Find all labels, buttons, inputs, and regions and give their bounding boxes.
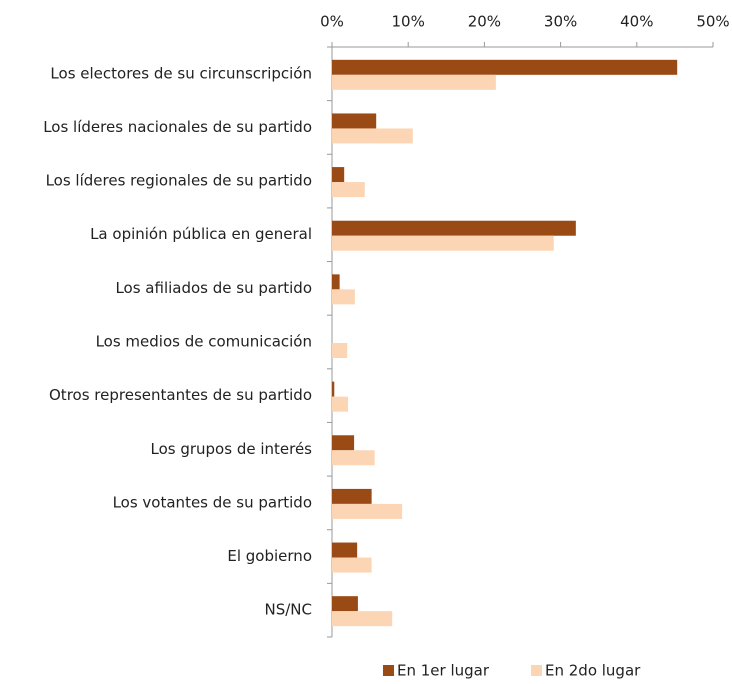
x-tick-label: 40% xyxy=(620,13,653,31)
bar xyxy=(332,74,496,90)
legend-swatch xyxy=(531,665,542,676)
x-tick-label: 10% xyxy=(392,13,425,31)
y-tick-label: NS/NC xyxy=(265,601,313,619)
bar xyxy=(332,596,358,612)
y-tick-label: El gobierno xyxy=(227,547,312,565)
bar xyxy=(332,128,413,144)
bar xyxy=(332,289,355,305)
bar xyxy=(332,274,340,290)
y-tick-label: La opinión pública en general xyxy=(90,225,312,243)
bar xyxy=(332,167,345,183)
legend-label: En 2do lugar xyxy=(545,662,641,680)
bar xyxy=(332,113,377,129)
legend-swatch xyxy=(383,665,394,676)
y-tick-label: Los grupos de interés xyxy=(150,440,312,458)
bar xyxy=(332,182,365,198)
bar xyxy=(332,503,403,519)
x-tick-label: 0% xyxy=(320,13,344,31)
y-tick-label: Los líderes nacionales de su partido xyxy=(43,118,312,136)
bar xyxy=(332,396,349,412)
y-tick-label: Los líderes regionales de su partido xyxy=(46,172,312,190)
bar xyxy=(332,488,372,504)
bar xyxy=(332,611,393,627)
bar xyxy=(332,220,576,236)
y-tick-label: Los medios de comunicación xyxy=(96,333,312,351)
y-tick-label: Otros representantes de su partido xyxy=(49,386,312,404)
x-tick-label: 20% xyxy=(468,13,501,31)
y-tick-label: Los afiliados de su partido xyxy=(115,279,312,297)
y-tick-label: Los votantes de su partido xyxy=(113,493,312,511)
bar xyxy=(332,343,348,358)
bar xyxy=(332,59,678,75)
bar xyxy=(332,450,375,466)
bar xyxy=(332,435,355,451)
x-tick-label: 50% xyxy=(696,13,729,31)
x-tick-label: 30% xyxy=(544,13,577,31)
bar xyxy=(332,557,372,573)
bar xyxy=(332,542,358,558)
y-tick-label: Los electores de su circunscripción xyxy=(50,64,312,82)
bar xyxy=(332,235,554,251)
legend-label: En 1er lugar xyxy=(397,662,490,680)
bar xyxy=(332,381,335,397)
